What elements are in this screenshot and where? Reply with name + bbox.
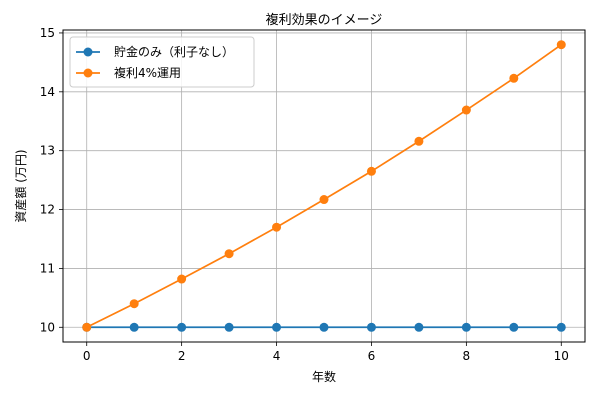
legend-marker-compound: [83, 68, 93, 78]
y-axis-label: 資産額 (万円): [13, 149, 28, 222]
x-tick-label: 6: [368, 349, 376, 363]
data-point: [319, 195, 329, 205]
y-tick-label: 10: [40, 320, 55, 334]
y-tick-label: 12: [40, 203, 55, 217]
data-point: [177, 274, 187, 284]
x-tick-label: 4: [273, 349, 281, 363]
x-axis-label: 年数: [312, 369, 336, 384]
series-1: [82, 40, 566, 332]
legend-box: [69, 36, 255, 88]
data-point: [414, 136, 424, 146]
data-point: [414, 322, 424, 332]
data-point: [461, 105, 471, 115]
y-tick-label: 14: [40, 85, 55, 99]
data-point: [224, 322, 234, 332]
y-tick-label: 11: [40, 261, 55, 275]
x-tick-label: 10: [554, 349, 569, 363]
series-group: [82, 40, 566, 332]
data-point: [509, 322, 519, 332]
axis-ticks: 0 2 4 6 8 10 10 11 12 13 14 15: [40, 26, 569, 363]
data-point: [272, 322, 282, 332]
x-tick-label: 0: [83, 349, 91, 363]
legend: 貯金のみ（利子なし） 複利4%運用: [69, 36, 255, 88]
series-0: [82, 322, 566, 332]
data-point: [509, 73, 519, 83]
x-tick-label: 2: [178, 349, 186, 363]
data-point: [272, 222, 282, 232]
legend-label-savings: 貯金のみ（利子なし）: [114, 44, 234, 59]
x-tick-label: 8: [463, 349, 471, 363]
data-point: [556, 322, 566, 332]
data-point: [177, 322, 187, 332]
data-point: [366, 166, 376, 176]
chart-title: 複利効果のイメージ: [266, 12, 383, 28]
data-point: [82, 322, 92, 332]
legend-marker-savings: [83, 47, 93, 57]
data-point: [319, 322, 329, 332]
plot-frame: [62, 29, 586, 343]
data-point: [224, 249, 234, 259]
data-point: [366, 322, 376, 332]
y-tick-label: 15: [40, 26, 55, 40]
legend-label-compound: 複利4%運用: [114, 65, 181, 80]
data-point: [461, 322, 471, 332]
data-point: [129, 322, 139, 332]
data-point: [556, 40, 566, 50]
data-point: [129, 299, 139, 309]
y-tick-label: 13: [40, 144, 55, 158]
